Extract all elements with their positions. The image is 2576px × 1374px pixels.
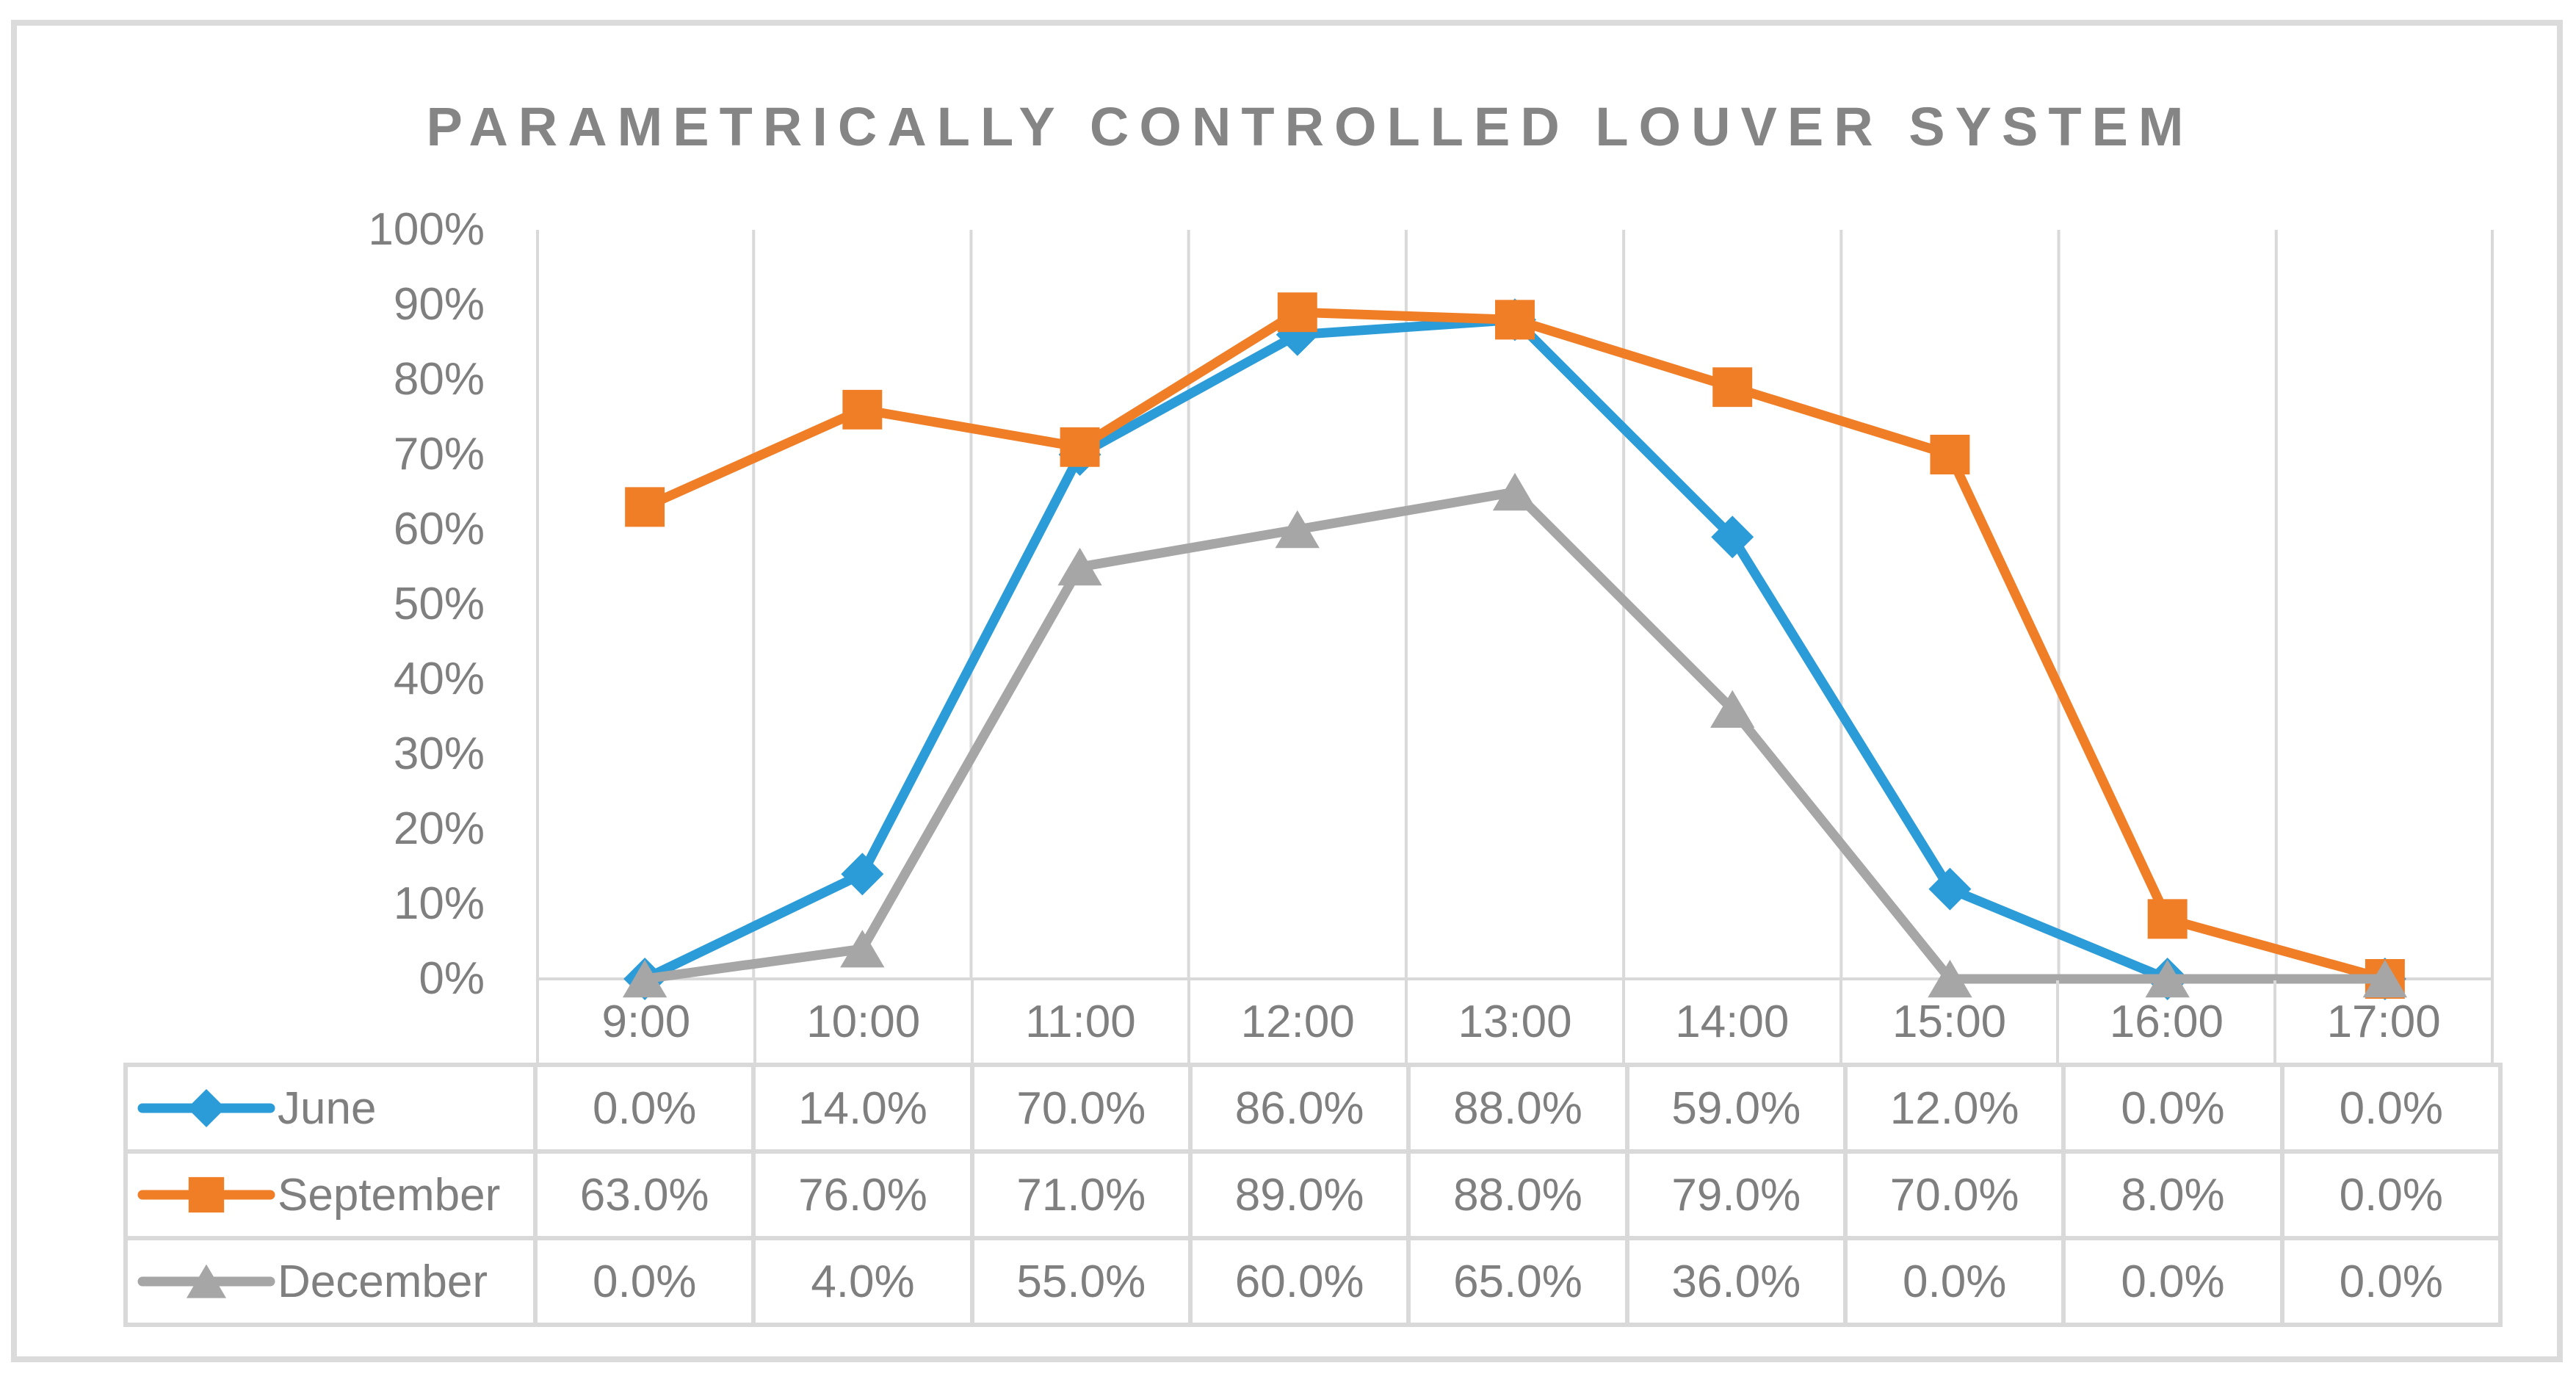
- table-value-cell: 0.0%: [538, 1240, 752, 1323]
- legend-cell-september: September: [128, 1154, 533, 1236]
- table-value-cell: 60.0%: [1193, 1240, 1407, 1323]
- y-tick-label: 90%: [393, 279, 485, 330]
- x-tick-cell: 9:00: [539, 980, 756, 1063]
- table-value-cell: 65.0%: [1411, 1240, 1625, 1323]
- x-axis-labels: 9:00 10:00 11:00 12:00 13:00 14:00 15:00 16:00 1…: [536, 980, 2494, 1063]
- table-value-cell: 88.0%: [1411, 1154, 1625, 1236]
- table-value-cell: 14.0%: [756, 1067, 970, 1149]
- table-value-cell: 70.0%: [974, 1067, 1188, 1149]
- triangle-marker-icon: [1492, 472, 1538, 511]
- x-tick-label: 9:00: [601, 996, 691, 1047]
- table-value-cell: 86.0%: [1193, 1067, 1407, 1149]
- square-legend-key-icon: [137, 1176, 275, 1213]
- table-value-cell: 8.0%: [2066, 1154, 2280, 1236]
- table-value-cell: 76.0%: [756, 1154, 970, 1236]
- table-value-cell: 0.0%: [2066, 1240, 2280, 1323]
- x-tick-cell: 17:00: [2276, 980, 2494, 1063]
- series-markers-december: [622, 472, 2408, 998]
- table-value-cell: 0.0%: [2284, 1240, 2498, 1323]
- diamond-legend-key-icon: [137, 1089, 275, 1127]
- table-value-cell: 55.0%: [974, 1240, 1188, 1323]
- y-tick-label: 40%: [393, 654, 485, 704]
- y-tick-label: 30%: [393, 728, 485, 779]
- diamond-marker-icon: [1928, 867, 1972, 911]
- table-value-cell: 0.0%: [2284, 1067, 2498, 1149]
- x-tick-cell: 12:00: [1190, 980, 1408, 1063]
- triangle-marker-icon: [2362, 959, 2408, 998]
- square-marker-icon: [2147, 899, 2188, 939]
- x-tick-label: 13:00: [1458, 996, 1572, 1047]
- x-tick-label: 12:00: [1240, 996, 1355, 1047]
- triangle-marker-icon: [2145, 959, 2190, 998]
- x-tick-label: 11:00: [1025, 996, 1136, 1047]
- data-table: June 0.0% 14.0% 70.0% 86.0% 88.0% 59.0% 12.0% 0.…: [123, 1063, 2503, 1327]
- square-marker-icon: [625, 487, 665, 527]
- x-tick-cell: 13:00: [1408, 980, 1625, 1063]
- table-value-cell: 0.0%: [1848, 1240, 2062, 1323]
- y-tick-label: 100%: [368, 204, 485, 255]
- series-line-december: [640, 487, 2390, 984]
- triangle-marker-icon: [622, 959, 667, 998]
- x-tick-label: 15:00: [1892, 996, 2007, 1047]
- square-marker-icon: [1495, 300, 1535, 340]
- x-tick-label: 17:00: [2326, 996, 2441, 1047]
- table-value-cell: 59.0%: [1629, 1067, 1843, 1149]
- square-marker-icon: [1712, 367, 1753, 408]
- x-tick-cell: 11:00: [974, 980, 1191, 1063]
- x-tick-label: 14:00: [1675, 996, 1790, 1047]
- table-value-cell: 0.0%: [538, 1067, 752, 1149]
- triangle-marker-icon: [1928, 959, 1972, 998]
- y-tick-label: 70%: [393, 429, 485, 480]
- table-value-cell: 0.0%: [2066, 1067, 2280, 1149]
- legend-label: September: [278, 1169, 501, 1221]
- y-tick-label: 20%: [393, 803, 485, 854]
- chart-frame: PARAMETRICALLY CONTROLLED LOUVER SYSTEM …: [11, 20, 2563, 1362]
- legend-label: December: [278, 1256, 488, 1307]
- legend-cell-june: June: [128, 1067, 533, 1149]
- table-value-cell: 0.0%: [2284, 1154, 2498, 1236]
- table-value-cell: 71.0%: [974, 1154, 1188, 1236]
- x-tick-label: 10:00: [806, 996, 921, 1047]
- table-value-cell: 89.0%: [1193, 1154, 1407, 1236]
- y-tick-label: 80%: [393, 354, 485, 405]
- y-tick-label: 60%: [393, 504, 485, 554]
- legend-cell-december: December: [128, 1240, 533, 1323]
- x-tick-cell: 14:00: [1625, 980, 1842, 1063]
- chart-title: PARAMETRICALLY CONTROLLED LOUVER SYSTEM: [426, 96, 2194, 157]
- diamond-marker-icon: [841, 853, 884, 896]
- triangle-marker-icon: [1057, 547, 1102, 586]
- square-marker-icon: [1060, 427, 1100, 467]
- table-value-cell: 79.0%: [1629, 1154, 1843, 1236]
- gridlines: [536, 230, 2494, 979]
- y-tick-label: 10%: [393, 878, 485, 929]
- square-marker-icon: [1277, 292, 1317, 333]
- x-tick-cell: 16:00: [2059, 980, 2277, 1063]
- table-value-cell: 63.0%: [538, 1154, 752, 1236]
- triangle-marker-icon: [1710, 690, 1755, 728]
- plot-area: [536, 230, 2494, 1000]
- x-tick-label: 16:00: [2109, 996, 2224, 1047]
- triangle-marker-icon: [840, 930, 885, 968]
- x-tick-cell: 15:00: [1842, 980, 2060, 1063]
- table-value-cell: 4.0%: [756, 1240, 970, 1323]
- legend-label: June: [278, 1082, 377, 1134]
- y-tick-label: 50%: [393, 579, 485, 629]
- square-marker-icon: [842, 389, 883, 430]
- table-value-cell: 36.0%: [1629, 1240, 1843, 1323]
- square-marker-icon: [1930, 435, 1970, 474]
- table-value-cell: 12.0%: [1848, 1067, 2062, 1149]
- diamond-marker-icon: [1711, 516, 1754, 559]
- triangle-legend-key-icon: [137, 1264, 275, 1298]
- y-tick-label: 0%: [419, 953, 485, 1004]
- x-tick-cell: 10:00: [756, 980, 974, 1063]
- table-value-cell: 88.0%: [1411, 1067, 1625, 1149]
- triangle-marker-icon: [1275, 510, 1320, 549]
- table-value-cell: 70.0%: [1848, 1154, 2062, 1236]
